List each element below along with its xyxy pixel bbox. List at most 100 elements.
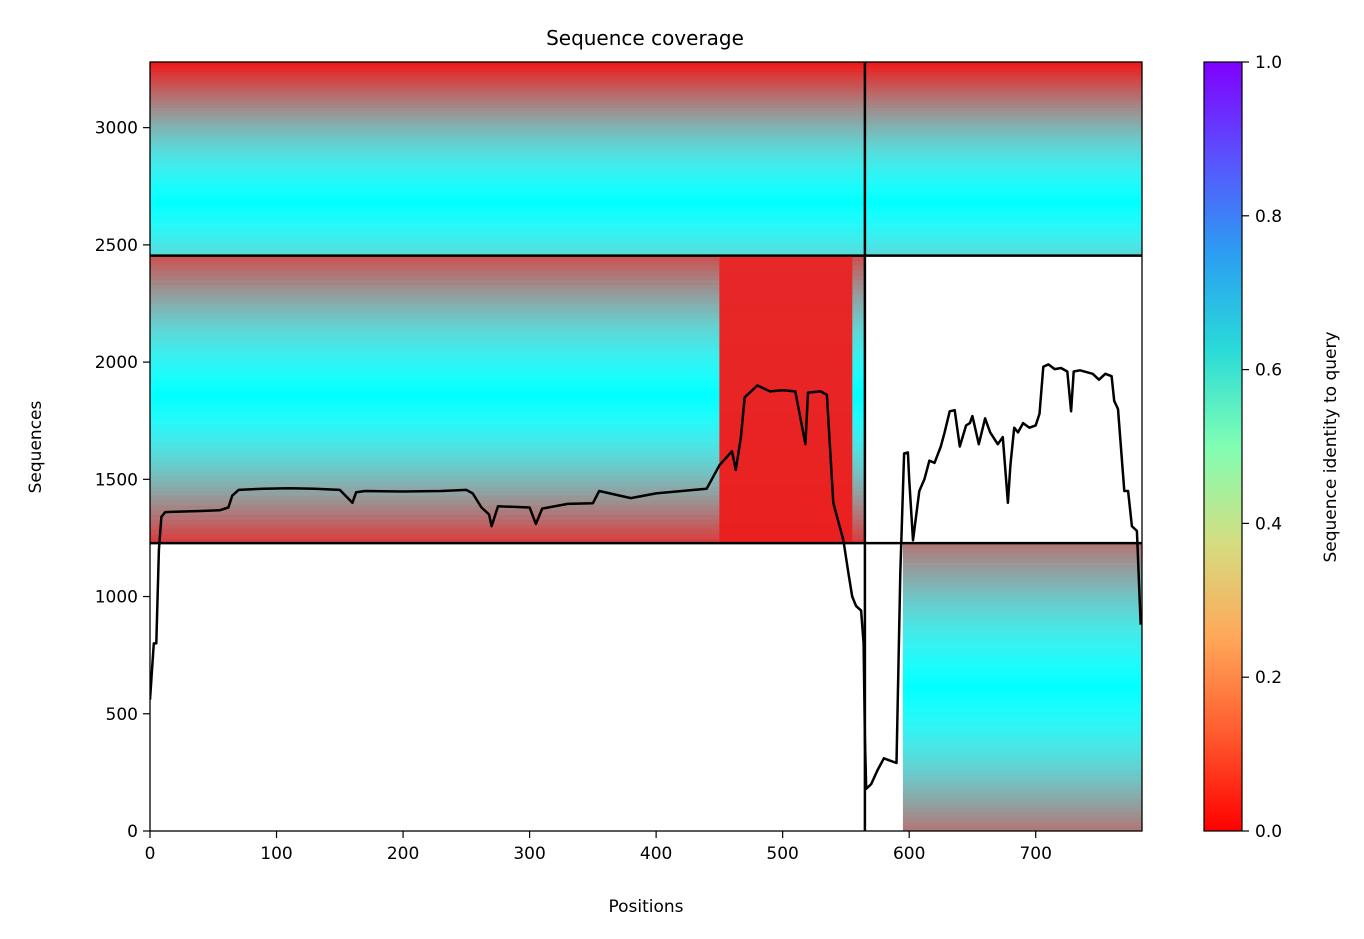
coverage-band: [864, 210, 1142, 215]
coverage-band: [150, 423, 865, 429]
coverage-band: [150, 62, 865, 66]
coverage-band: [150, 303, 865, 309]
coverage-band: [719, 437, 853, 444]
coverage-band: [150, 110, 865, 115]
coverage-band: [150, 249, 865, 253]
coverage-band: [719, 380, 853, 386]
coverage-band: [150, 123, 865, 128]
coverage-band: [150, 313, 865, 319]
coverage-band: [902, 677, 1142, 683]
coverage-band: [150, 220, 865, 224]
coverage-band: [150, 78, 865, 82]
coverage-band: [864, 78, 1142, 82]
coverage-band: [150, 361, 865, 367]
coverage-band: [902, 576, 1142, 583]
coverage-band: [902, 792, 1142, 798]
coverage-band: [150, 74, 865, 79]
coverage-band: [150, 351, 865, 357]
coverage-band: [864, 65, 1142, 69]
coverage-band: [150, 341, 865, 348]
coverage-band: [150, 466, 865, 472]
coverage-band: [864, 133, 1142, 137]
coverage-band: [150, 418, 865, 424]
coverage-band: [902, 591, 1142, 597]
coverage-band: [902, 754, 1142, 760]
x-axis: 0 100 200 300 400 500 600 700: [145, 831, 1052, 864]
coverage-band: [902, 619, 1142, 626]
coverage-band: [150, 471, 865, 477]
coverage-band: [864, 207, 1142, 211]
colorbar: 0.0 0.2 0.4 0.6 0.8 1.0 Sequence identity to …: [1203, 53, 1341, 842]
coverage-band: [902, 634, 1142, 640]
coverage-band: [150, 178, 865, 182]
coverage-band: [864, 68, 1142, 73]
coverage-band: [902, 706, 1142, 712]
colorbar-ticks: 0.0 0.2 0.4 0.6 0.8 1.0: [1242, 53, 1282, 842]
colorbar-tick-label: 0.8: [1255, 207, 1282, 227]
coverage-band: [719, 432, 853, 439]
x-tick-label: 700: [1019, 844, 1051, 864]
coverage-band: [864, 145, 1142, 150]
coverage-band: [150, 84, 865, 89]
colorbar-tick-label: 0.2: [1255, 668, 1282, 688]
coverage-band: [150, 404, 865, 410]
coverage-band: [864, 175, 1142, 179]
x-tick-label: 600: [893, 844, 925, 864]
coverage-band: [150, 317, 865, 324]
coverage-band: [902, 816, 1142, 822]
coverage-band: [864, 168, 1142, 173]
coverage-band: [150, 356, 865, 362]
coverage-band: [902, 605, 1142, 611]
coverage-band: [719, 495, 853, 501]
coverage-band: [719, 274, 853, 281]
colorbar-tick-label: 0.4: [1255, 514, 1282, 534]
coverage-band: [150, 204, 865, 208]
coverage-band: [150, 113, 865, 118]
coverage-band: [902, 691, 1142, 698]
coverage-band: [902, 773, 1142, 779]
coverage-band: [150, 255, 865, 262]
coverage-band: [150, 365, 865, 372]
coverage-band: [150, 409, 865, 415]
coverage-band: [864, 213, 1142, 218]
coverage-band: [719, 528, 853, 535]
coverage-band: [864, 100, 1142, 105]
coverage-band: [719, 351, 853, 357]
coverage-band: [864, 220, 1142, 224]
x-axis-label: Positions: [608, 897, 683, 917]
coverage-band: [150, 500, 865, 506]
coverage-band: [902, 744, 1142, 750]
coverage-band: [719, 294, 853, 300]
y-tick-label: 1500: [95, 470, 138, 490]
coverage-band: [719, 279, 853, 285]
coverage-band: [719, 375, 853, 381]
coverage-band: [864, 110, 1142, 115]
coverage-band: [150, 139, 865, 144]
coverage-band: [864, 113, 1142, 118]
coverage-band: [902, 711, 1142, 717]
coverage-band: [150, 145, 865, 150]
coverage-band: [719, 442, 853, 448]
coverage-band: [150, 252, 865, 257]
coverage-band: [150, 171, 865, 176]
x-tick-label: 100: [260, 844, 292, 864]
coverage-band: [864, 97, 1142, 102]
coverage-band: [150, 94, 865, 99]
coverage-band: [864, 158, 1142, 163]
coverage-band: [150, 346, 865, 353]
coverage-band: [902, 715, 1142, 722]
coverage-band: [150, 155, 865, 160]
coverage-band: [902, 672, 1142, 679]
coverage-band: [864, 197, 1142, 202]
coverage-band: [719, 480, 853, 487]
coverage-band: [864, 74, 1142, 79]
coverage-band: [150, 447, 865, 453]
coverage-band: [150, 485, 865, 491]
coverage-band: [719, 485, 853, 491]
coverage-band: [150, 322, 865, 329]
coverage-band: [902, 720, 1142, 726]
coverage-band: [864, 123, 1142, 128]
coverage-band: [150, 294, 865, 300]
coverage-band: [864, 94, 1142, 99]
y-tick-label: 500: [106, 705, 138, 725]
